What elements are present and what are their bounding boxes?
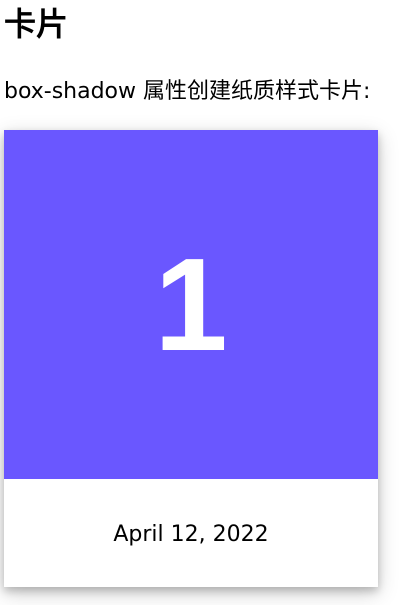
page-description: box-shadow 属性创建纸质样式卡片: — [4, 79, 371, 104]
card-date: April 12, 2022 — [113, 521, 269, 547]
card-header: 1 — [4, 130, 378, 479]
card-number: 1 — [154, 230, 228, 378]
card-footer: April 12, 2022 — [4, 479, 378, 587]
paper-card: 1 April 12, 2022 — [4, 130, 378, 587]
page-title: 卡片 — [4, 5, 69, 43]
